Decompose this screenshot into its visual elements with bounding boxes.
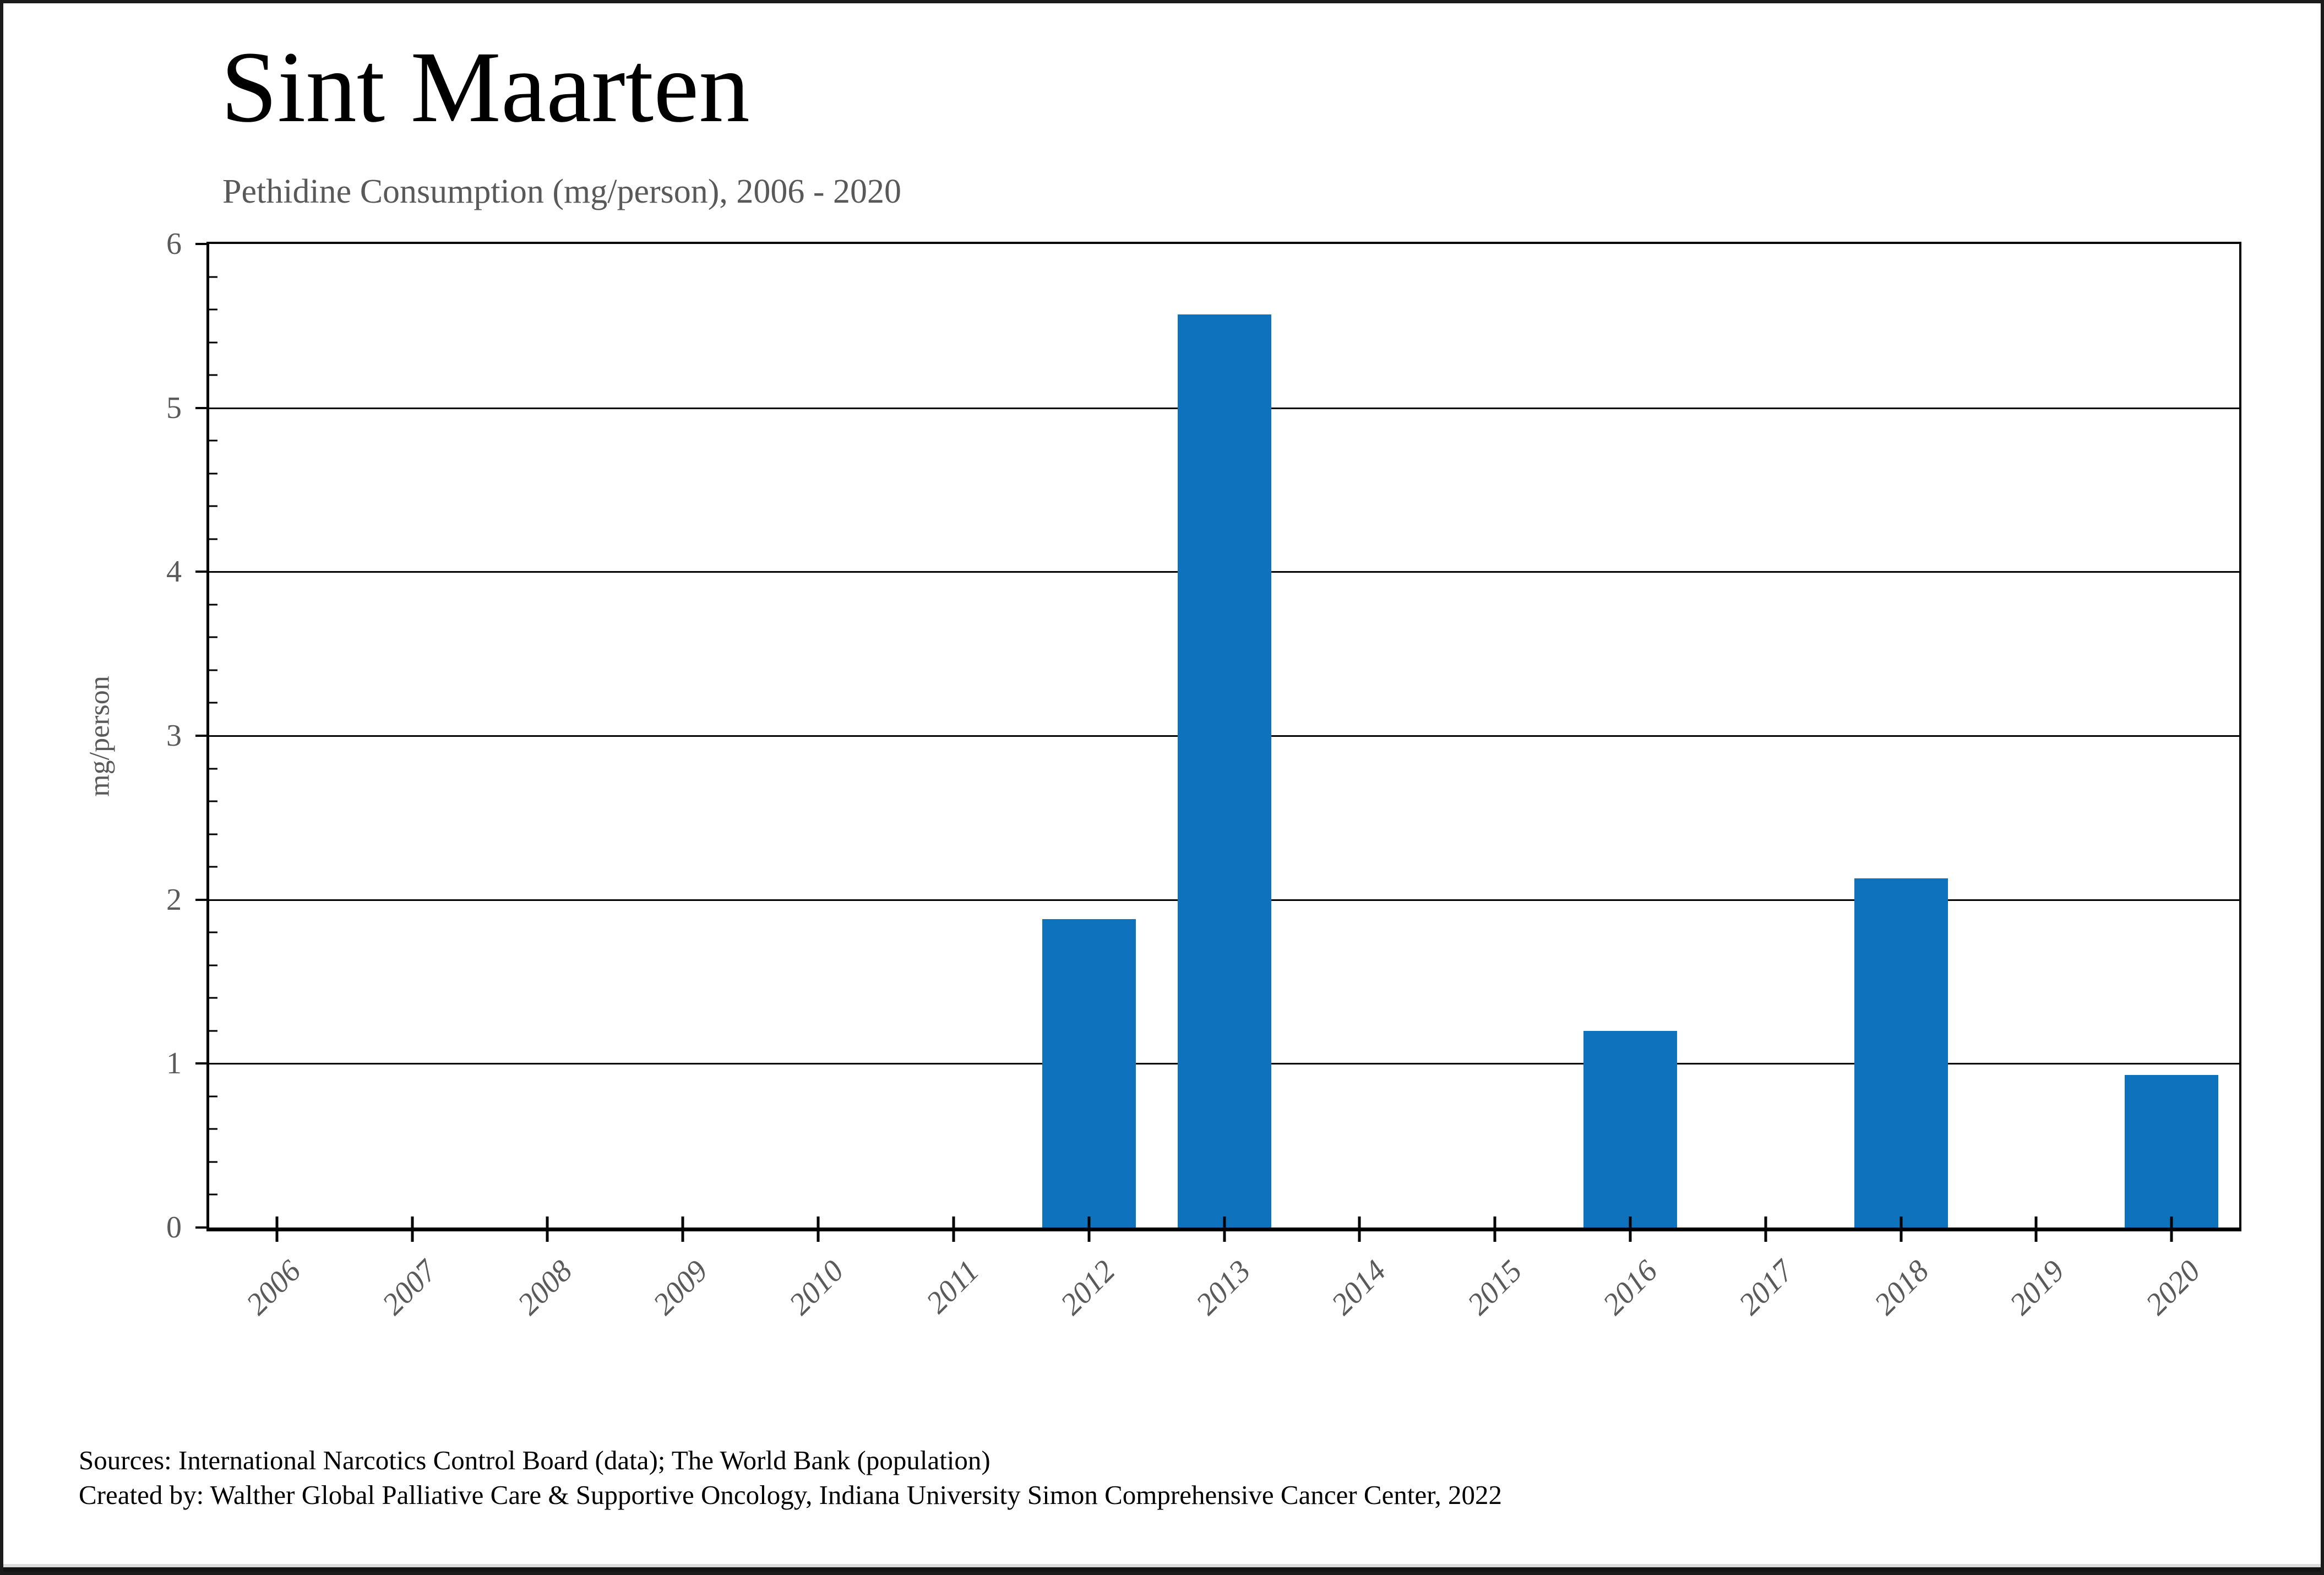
y-minor-tick — [209, 866, 217, 868]
x-tick-label-2009: 2009 — [646, 1253, 715, 1322]
x-tick-2019 — [2034, 1216, 2038, 1242]
y-major-tick — [195, 1062, 206, 1065]
x-tick-label-2018: 2018 — [1868, 1253, 1936, 1322]
y-minor-tick — [209, 833, 217, 835]
x-tick-2017 — [1764, 1216, 1767, 1242]
x-tick-2018 — [1900, 1216, 1902, 1242]
x-tick-2014 — [1358, 1216, 1361, 1242]
x-tick-2016 — [1629, 1216, 1632, 1242]
x-tick-label-2011: 2011 — [919, 1253, 986, 1320]
y-tick-label-2: 2 — [166, 882, 182, 917]
x-tick-label-2020: 2020 — [2139, 1253, 2207, 1322]
bar-2018 — [1854, 878, 1948, 1228]
y-major-tick — [195, 735, 206, 737]
y-tick-label-0: 0 — [166, 1210, 182, 1245]
y-major-tick — [195, 898, 206, 901]
bar-2013 — [1177, 314, 1271, 1228]
y-minor-tick — [209, 669, 217, 671]
y-minor-tick — [209, 768, 217, 770]
y-minor-tick — [209, 1128, 217, 1130]
bar-2016 — [1583, 1030, 1677, 1228]
y-tick-label-3: 3 — [166, 719, 182, 753]
chart-subtitle: Pethidine Consumption (mg/person), 2006 … — [222, 173, 902, 210]
y-minor-tick — [209, 374, 217, 376]
y-minor-tick — [209, 604, 217, 606]
y-minor-tick — [209, 997, 217, 999]
y-minor-tick — [209, 636, 217, 638]
footer: Sources: International Narcotics Control… — [79, 1443, 1502, 1512]
y-minor-tick — [209, 800, 217, 802]
footer-sources: Sources: International Narcotics Control… — [79, 1445, 990, 1475]
y-minor-tick — [209, 1193, 217, 1196]
chart-title: Sint Maarten — [221, 31, 750, 144]
y-major-tick — [195, 406, 206, 409]
bar-2020 — [2125, 1075, 2219, 1228]
y-minor-tick — [209, 964, 217, 966]
plot-area: 0 1 2 3 4 5 6 — [166, 227, 2241, 1245]
x-tick-label-2006: 2006 — [240, 1253, 308, 1322]
x-tick-label-2007: 2007 — [375, 1253, 444, 1322]
y-minor-tick — [209, 538, 217, 540]
y-minor-tick — [209, 1161, 217, 1163]
x-tick-label-2012: 2012 — [1054, 1253, 1122, 1322]
y-minor-tick — [209, 931, 217, 933]
y-minor-tick — [209, 341, 217, 344]
y-minor-tick — [209, 472, 217, 475]
x-tick-label-2014: 2014 — [1325, 1253, 1393, 1322]
x-tick-label-2015: 2015 — [1461, 1253, 1529, 1322]
x-tick-label-2019: 2019 — [2003, 1253, 2071, 1322]
y-minor-tick — [209, 1095, 217, 1098]
y-tick-label-1: 1 — [166, 1046, 182, 1081]
footer-created-by: Created by: Walther Global Palliative Ca… — [79, 1479, 1503, 1510]
x-tick-label-2013: 2013 — [1189, 1253, 1258, 1322]
y-tick-label-5: 5 — [166, 390, 182, 425]
y-minor-tick — [209, 276, 217, 278]
x-tick-2009 — [681, 1216, 684, 1242]
x-tick-label-2010: 2010 — [782, 1253, 851, 1322]
y-minor-tick — [209, 702, 217, 704]
window-bottom-divider — [3, 1564, 2321, 1567]
x-tick-2010 — [817, 1216, 820, 1242]
x-tick-2011 — [952, 1216, 955, 1242]
y-axis-title: mg/person — [84, 676, 116, 797]
y-minor-tick — [209, 505, 217, 507]
x-tick-2007 — [411, 1216, 414, 1242]
x-tick-label-2017: 2017 — [1732, 1253, 1800, 1322]
y-major-tick — [195, 243, 206, 245]
y-tick-label-4: 4 — [166, 555, 182, 589]
x-tick-2006 — [275, 1216, 279, 1242]
x-tick-2012 — [1087, 1216, 1091, 1242]
y-major-tick — [195, 571, 206, 573]
x-tick-2013 — [1223, 1216, 1226, 1242]
x-tick-label-2008: 2008 — [511, 1253, 579, 1322]
y-major-tick — [195, 1226, 206, 1229]
window-bottom-border — [3, 1567, 2321, 1572]
y-tick-label-6: 6 — [166, 227, 182, 261]
x-tick-2008 — [546, 1216, 549, 1242]
y-minor-tick — [209, 308, 217, 311]
x-tick-2015 — [1493, 1216, 1496, 1242]
x-tick-2020 — [2170, 1216, 2173, 1242]
y-minor-tick — [209, 439, 217, 442]
bar-2012 — [1042, 919, 1136, 1228]
x-axis-labels: 2006 2007 2008 2009 2010 2011 2012 2013 2014 2015… — [206, 1231, 2241, 1375]
y-minor-tick — [209, 1030, 217, 1032]
x-tick-label-2016: 2016 — [1596, 1253, 1664, 1322]
